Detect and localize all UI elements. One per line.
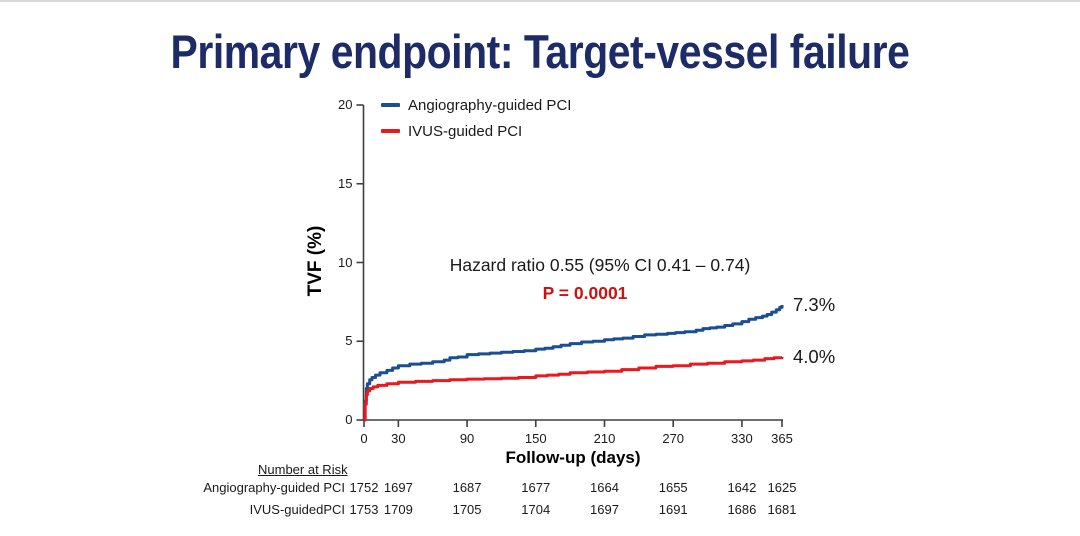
x-tick-label: 150 xyxy=(524,431,547,446)
red-line-swatch-icon xyxy=(381,129,400,133)
slide-title: Primary endpoint: Target-vessel failure xyxy=(170,25,910,78)
x-tick-label: 210 xyxy=(593,431,616,446)
risk-value: 1642 xyxy=(727,480,757,495)
risk-row-label-angiography: Angiography-guided PCI xyxy=(203,480,345,495)
legend-item-angiography: Angiography-guided PCI xyxy=(381,96,571,114)
x-tick-label: 270 xyxy=(662,431,685,446)
x-tick-label: 330 xyxy=(731,431,753,446)
risk-value: 1681 xyxy=(767,502,797,517)
curve-ivus xyxy=(363,356,784,422)
risk-value: 1677 xyxy=(521,480,551,495)
x-tick-label: 365 xyxy=(771,431,793,446)
legend: Angiography-guided PCI IVUS-guided PCI xyxy=(381,96,571,148)
y-tick-label: 15 xyxy=(338,175,353,191)
risk-row-label-ivus: IVUS-guidedPCI xyxy=(249,502,345,517)
x-tick-label: 30 xyxy=(391,431,406,446)
endpoint-label-ivus: 4.0% xyxy=(793,346,836,367)
y-tick-label: 5 xyxy=(345,333,353,349)
legend-item-ivus: IVUS-guided PCI xyxy=(381,122,571,140)
y-tick-label: 20 xyxy=(338,97,353,112)
risk-value: 1705 xyxy=(452,502,482,517)
blue-line-swatch-icon xyxy=(381,103,400,107)
x-tick-label: 0 xyxy=(360,431,368,446)
risk-value: 1752 xyxy=(349,480,379,495)
risk-value: 1687 xyxy=(452,480,482,495)
number-at-risk-header: Number at Risk xyxy=(258,462,348,477)
risk-value: 1704 xyxy=(521,502,551,517)
risk-value: 1691 xyxy=(658,502,688,517)
risk-value: 1697 xyxy=(590,502,619,517)
y-tick-label: 10 xyxy=(338,254,353,270)
curve-angiography xyxy=(363,305,784,422)
risk-value: 1753 xyxy=(349,502,379,517)
p-value-text: P = 0.0001 xyxy=(542,283,628,303)
hazard-ratio-text: Hazard ratio 0.55 (95% CI 0.41 – 0.74) xyxy=(449,255,751,275)
risk-value: 1709 xyxy=(383,502,413,517)
legend-label-angiography: Angiography-guided PCI xyxy=(408,96,572,114)
risk-value: 1655 xyxy=(658,480,688,495)
risk-value: 1697 xyxy=(383,480,413,495)
x-tick-label: 90 xyxy=(459,431,475,446)
x-axis-label: Follow-up (days) xyxy=(505,448,641,467)
legend-label-ivus: IVUS-guided PCI xyxy=(408,122,523,140)
risk-value: 1664 xyxy=(590,480,619,495)
risk-value: 1686 xyxy=(727,502,757,517)
endpoint-label-angiography: 7.3% xyxy=(793,294,836,315)
y-tick-label: 0 xyxy=(345,412,353,427)
risk-value: 1625 xyxy=(767,480,797,495)
